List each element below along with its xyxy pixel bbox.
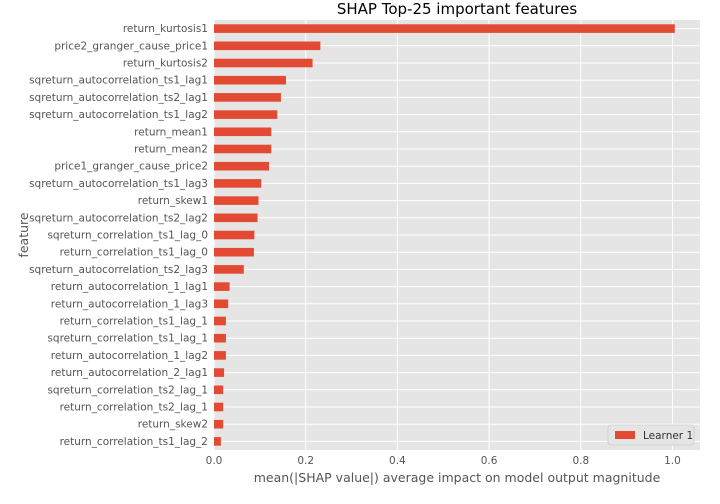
y-tick-label: return_skew2 <box>138 419 208 431</box>
x-tick-label: 0.0 <box>206 455 223 467</box>
y-tick-label: return_kurtosis1 <box>123 23 208 35</box>
y-tick-label: sqreturn_autocorrelation_ts2_lag3 <box>29 264 208 276</box>
y-tick-label: sqreturn_correlation_ts2_lag_1 <box>47 384 208 396</box>
bar <box>214 351 226 360</box>
bar <box>214 230 255 240</box>
y-tick-label: return_autocorrelation_1_lag3 <box>51 298 208 310</box>
y-tick-label: price1_granger_cause_price2 <box>54 161 208 173</box>
bar <box>214 41 321 51</box>
legend-box <box>607 424 695 446</box>
bar <box>214 110 278 119</box>
x-tick-label: 0.4 <box>389 455 406 467</box>
y-axis-label: feature <box>16 212 31 257</box>
bar <box>214 144 272 154</box>
y-tick-label: sqreturn_correlation_ts1_lag_0 <box>47 230 208 242</box>
bar <box>214 316 226 326</box>
y-tick-label: sqreturn_autocorrelation_ts1_lag1 <box>29 75 208 87</box>
x-axis-label: mean(|SHAP value|) average impact on mod… <box>254 470 661 485</box>
y-tick-label: return_correlation_ts1_lag_2 <box>60 436 208 448</box>
legend-label: Learner 1 <box>643 430 693 442</box>
x-tick-labels: 0.0 0.2 0.4 0.6 0.8 1.0 <box>206 455 681 467</box>
y-tick-label: return_mean1 <box>134 126 208 138</box>
bar <box>214 368 225 377</box>
y-tick-label: sqreturn_autocorrelation_ts1_lag2 <box>29 109 208 121</box>
bar <box>214 282 230 291</box>
y-tick-label: return_autocorrelation_1_lag2 <box>51 350 208 362</box>
x-tick-label: 1.0 <box>664 455 681 467</box>
y-tick-label: sqreturn_correlation_ts1_lag_1 <box>47 333 208 345</box>
bar <box>214 58 313 68</box>
y-tick-label: sqreturn_autocorrelation_ts1_lag3 <box>29 178 208 190</box>
y-tick-label: return_correlation_ts1_lag_0 <box>60 247 208 259</box>
bar <box>214 385 224 395</box>
bar <box>214 402 224 412</box>
y-tick-label: return_correlation_ts1_lag_1 <box>60 316 208 328</box>
y-tick-label: sqreturn_autocorrelation_ts2_lag2 <box>29 212 208 224</box>
bar <box>214 161 270 171</box>
chart-title: SHAP Top-25 important features <box>337 0 577 18</box>
bar <box>214 75 286 85</box>
y-tick-label: sqreturn_autocorrelation_ts2_lag1 <box>29 92 208 104</box>
x-tick-label: 0.8 <box>572 455 589 467</box>
bar <box>214 437 221 446</box>
bar <box>214 24 675 33</box>
bar <box>214 333 226 343</box>
legend: Learner 1 <box>607 424 695 446</box>
bar <box>214 179 262 188</box>
y-tick-label: price2_granger_cause_price1 <box>54 40 208 52</box>
y-tick-labels: return_kurtosis1 price2_granger_cause_pri… <box>29 23 208 448</box>
legend-swatch <box>615 431 635 439</box>
y-tick-label: return_autocorrelation_2_lag1 <box>51 367 208 379</box>
bar <box>214 299 229 309</box>
bar <box>214 93 281 102</box>
y-tick-label: return_autocorrelation_1_lag1 <box>51 281 208 293</box>
x-tick-label: 0.6 <box>481 455 498 467</box>
bar <box>214 213 258 223</box>
bar <box>214 196 259 205</box>
bar <box>214 419 224 429</box>
bars <box>214 24 675 446</box>
y-tick-label: return_mean2 <box>134 144 208 156</box>
y-tick-label: return_correlation_ts2_lag_1 <box>60 402 208 414</box>
bar <box>214 127 272 137</box>
bar <box>214 247 254 257</box>
bar <box>214 265 244 274</box>
y-tick-label: return_skew1 <box>138 195 208 207</box>
y-tick-label: return_kurtosis2 <box>123 58 208 70</box>
x-tick-label: 0.2 <box>297 455 314 467</box>
